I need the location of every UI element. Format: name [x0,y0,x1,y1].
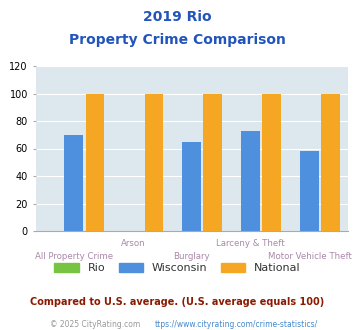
Text: 2019 Rio: 2019 Rio [143,10,212,24]
Text: Burglary: Burglary [173,252,210,261]
Bar [321,93,340,231]
Bar [86,93,104,231]
Text: ttps://www.cityrating.com/crime-statistics/: ttps://www.cityrating.com/crime-statisti… [154,320,318,329]
Legend: Rio, Wisconsin, National: Rio, Wisconsin, National [54,263,301,273]
Text: All Property Crime: All Property Crime [35,252,113,261]
Text: Property Crime Comparison: Property Crime Comparison [69,33,286,47]
Bar [300,151,319,231]
Bar [144,93,163,231]
Bar [182,142,201,231]
Text: Arson: Arson [120,239,145,248]
Bar [203,93,222,231]
Text: © 2025 CityRating.com: © 2025 CityRating.com [50,320,142,329]
Bar [64,135,83,231]
Text: Compared to U.S. average. (U.S. average equals 100): Compared to U.S. average. (U.S. average … [31,297,324,307]
Text: Motor Vehicle Theft: Motor Vehicle Theft [268,252,351,261]
Bar [241,131,260,231]
Text: Larceny & Theft: Larceny & Theft [216,239,285,248]
Bar [262,93,281,231]
